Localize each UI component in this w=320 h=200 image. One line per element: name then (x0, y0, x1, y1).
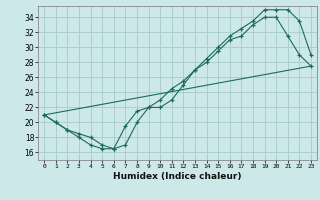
X-axis label: Humidex (Indice chaleur): Humidex (Indice chaleur) (113, 172, 242, 181)
